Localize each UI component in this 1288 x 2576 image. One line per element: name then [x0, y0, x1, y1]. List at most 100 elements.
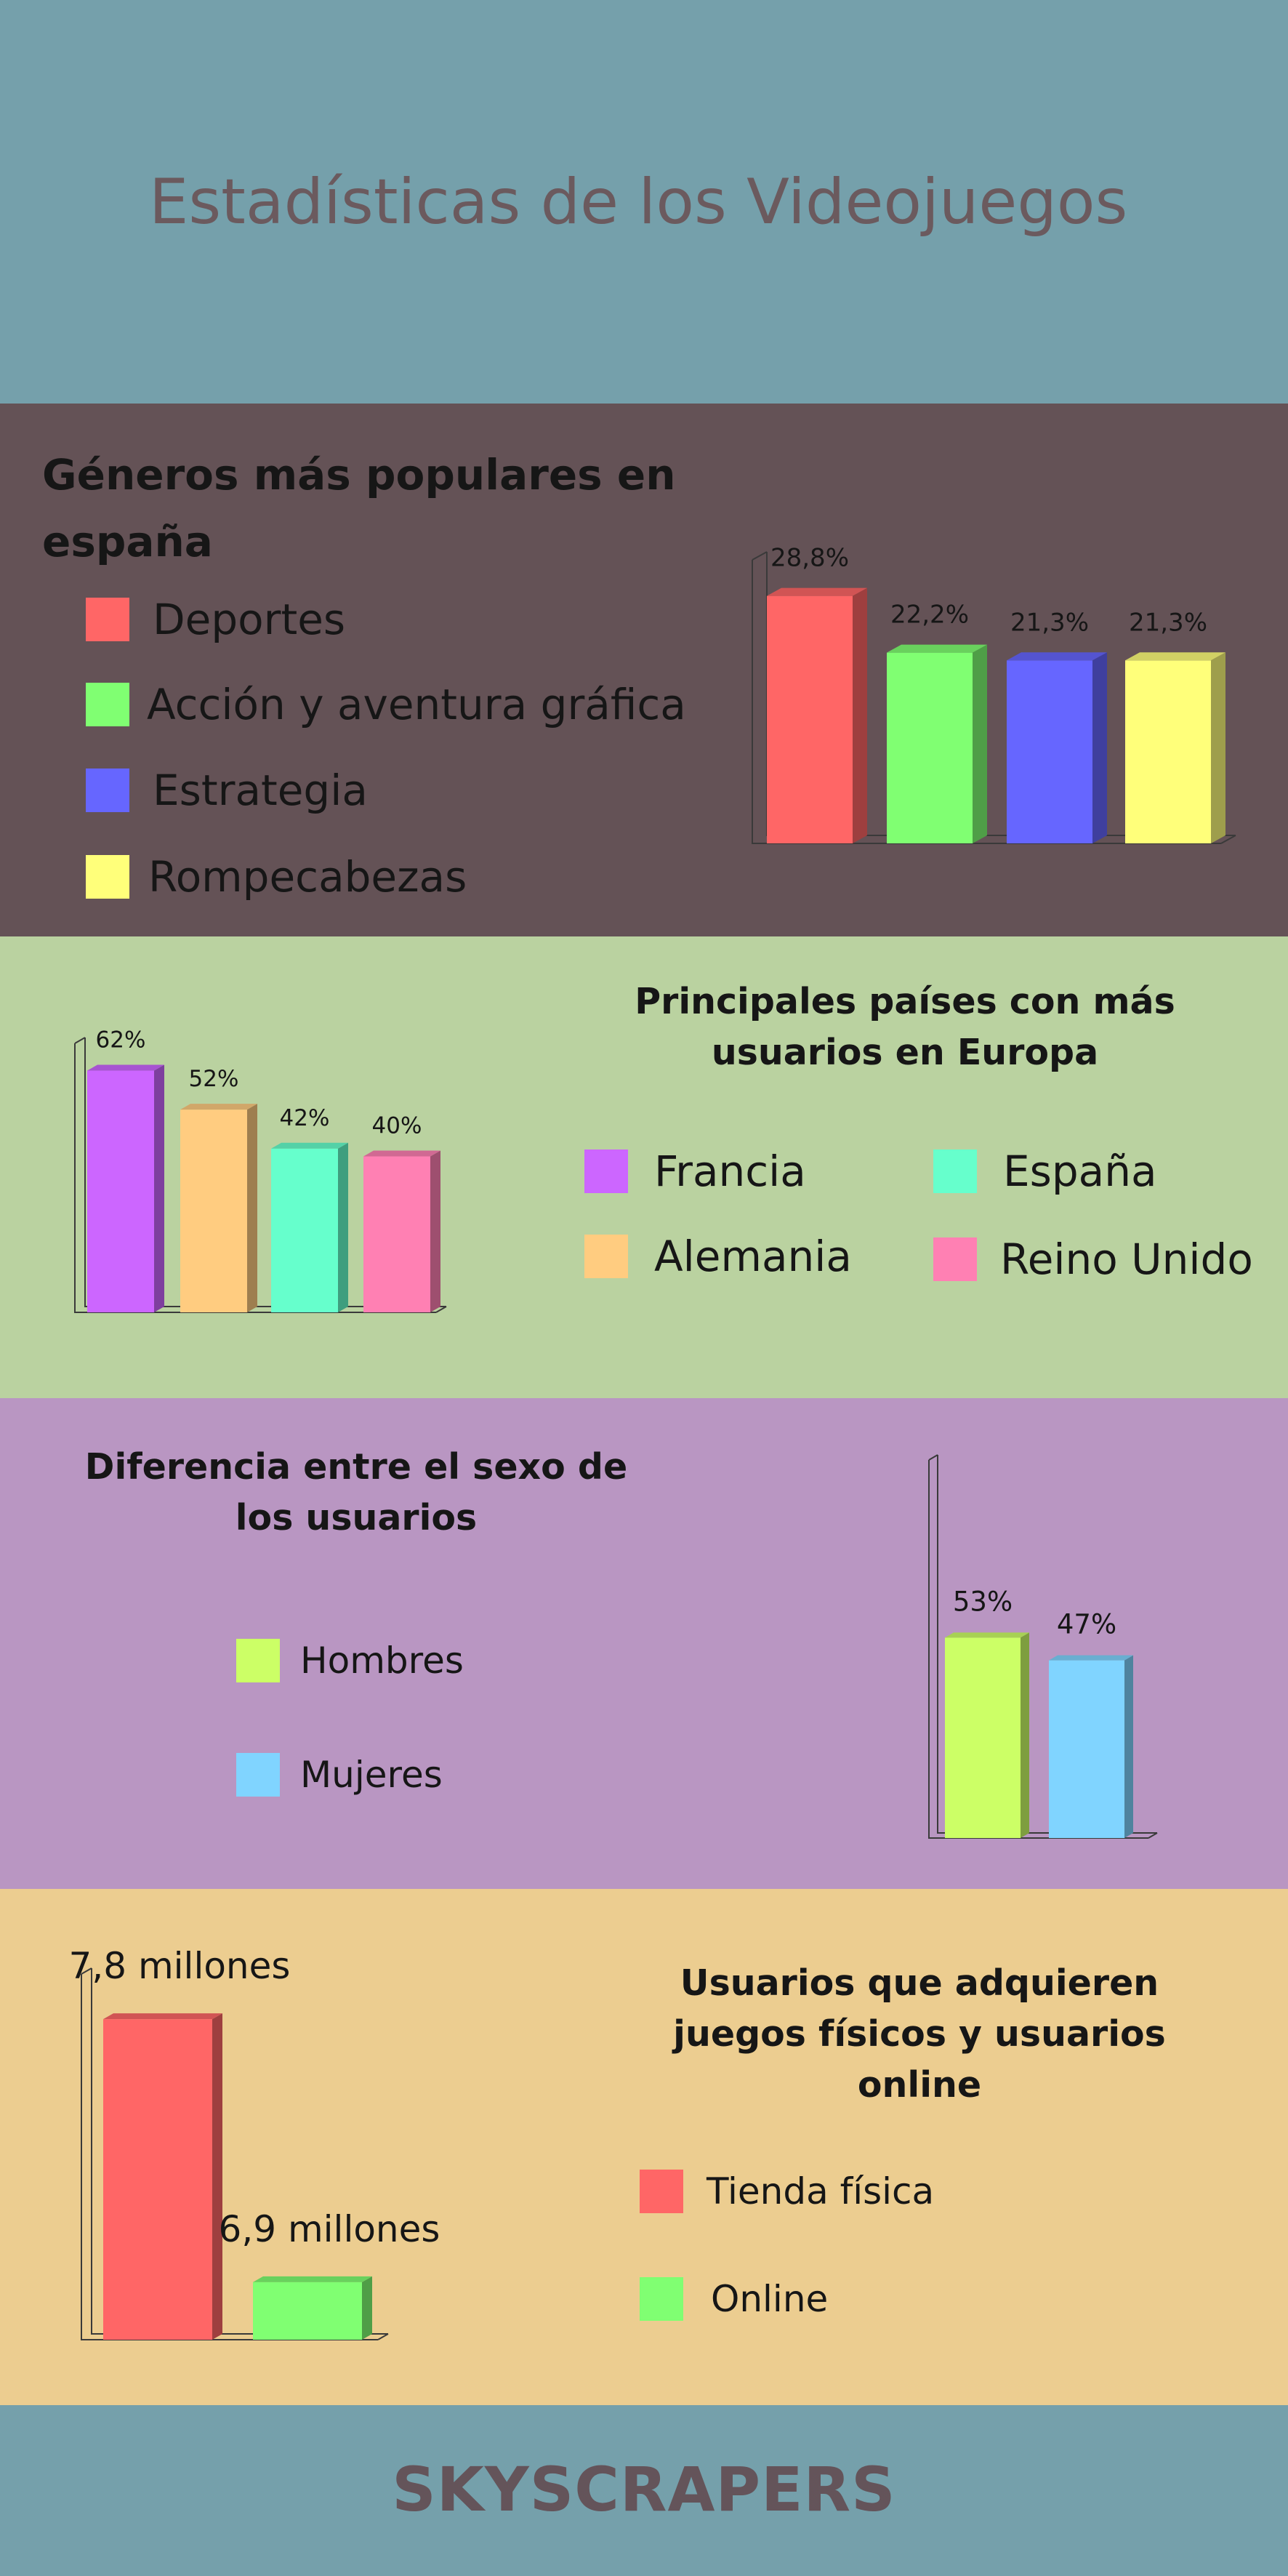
bar-top: [1049, 1655, 1133, 1661]
legend-swatch: [236, 1753, 280, 1797]
bar-top: [1007, 652, 1107, 661]
bar-top: [1125, 652, 1225, 661]
bar-front: [87, 1070, 154, 1312]
bar-value-label: 42%: [280, 1105, 330, 1131]
genres-section: Géneros más populares en españa Deportes…: [0, 404, 1288, 936]
legend-label: Alemania: [654, 1232, 852, 1281]
bar-side: [154, 1064, 164, 1312]
bar-top: [180, 1104, 257, 1110]
purchase-bar-chart: 7,8 millones 6,9 millones: [69, 1945, 440, 2340]
bar-front: [767, 595, 853, 843]
countries-bar-chart: 62% 52% 42% 40%: [74, 1027, 447, 1313]
legend-item-tienda-fisica: Tienda física: [640, 2169, 934, 2214]
bar-top: [253, 2276, 372, 2282]
legend-swatch: [584, 1149, 628, 1193]
legend-swatch: [86, 855, 129, 899]
gender-section: Diferencia entre el sexo de los usuarios…: [0, 1398, 1288, 1889]
bar-top: [767, 587, 867, 596]
page-title: Estadísticas de los Videojuegos: [149, 166, 1128, 238]
legend-item-hombres: Hombres: [236, 1638, 464, 1683]
bar-front: [887, 652, 973, 843]
legend-swatch: [86, 769, 129, 812]
purchase-heading: Usuarios que adquieren juegos físicos y …: [673, 1962, 1166, 2106]
title-band: Estadísticas de los Videojuegos: [0, 0, 1288, 404]
legend-item-deportes: Deportes: [86, 595, 345, 644]
bar-front: [1049, 1660, 1124, 1838]
legend-swatch: [640, 2277, 683, 2321]
legend-item-online: Online: [640, 2276, 828, 2322]
bar-top: [87, 1064, 164, 1071]
legend-item-estrategia: Estrategia: [86, 766, 368, 815]
bar-value-label: 53%: [953, 1586, 1013, 1617]
chart-axis: [928, 1454, 1158, 1839]
legend-item-reino-unido: Reino Unido: [933, 1235, 1253, 1284]
bar-top: [271, 1142, 348, 1149]
legend-label: Reino Unido: [1000, 1235, 1253, 1284]
legend-item-espana: España: [933, 1147, 1157, 1196]
legend-swatch: [640, 2170, 683, 2213]
bar-side: [1092, 652, 1107, 843]
bar-side: [1211, 652, 1225, 843]
bar-front: [1125, 660, 1211, 843]
legend-label: Hombres: [300, 1640, 464, 1682]
legend-label: España: [1003, 1147, 1157, 1196]
gender-heading: Diferencia entre el sexo de los usuarios: [84, 1446, 628, 1538]
genres-heading: Géneros más populares en españa: [42, 450, 676, 566]
bar-value-label: 47%: [1057, 1609, 1116, 1640]
chart-axis: [74, 1037, 447, 1313]
bar-front: [180, 1110, 247, 1312]
bar-value-label: 7,8 millones: [69, 1945, 291, 1987]
footer-brand: SKYSCRAPERS: [392, 2454, 896, 2525]
bar-side: [212, 2013, 222, 2340]
legend-swatch: [933, 1237, 977, 1281]
legend-swatch: [86, 683, 129, 726]
countries-heading: Principales países con más usuarios en E…: [635, 981, 1175, 1073]
chart-axis: [81, 1967, 389, 2340]
bar-top: [945, 1632, 1029, 1638]
bar-side: [362, 2276, 372, 2340]
legend-item-alemania: Alemania: [584, 1232, 852, 1281]
bar-side: [1021, 1632, 1029, 1838]
bar-side: [853, 587, 867, 843]
bar-front: [253, 2282, 362, 2340]
bar-value-label: 21,3%: [1010, 608, 1089, 637]
bar-front: [363, 1156, 430, 1312]
legend-label: Acción y aventura gráfica: [147, 680, 686, 729]
legend-label: Tienda física: [707, 2170, 935, 2212]
bar-value-label: 21,3%: [1129, 608, 1207, 637]
bar-top: [103, 2013, 222, 2020]
bar-value-label: 22,2%: [890, 601, 969, 630]
legend-label: Deportes: [153, 595, 346, 644]
legend-item-rompecabezas: Rompecabezas: [86, 852, 467, 902]
bar-front: [945, 1637, 1021, 1838]
purchase-section: Usuarios que adquieren juegos físicos y …: [0, 1889, 1288, 2405]
gender-bar-chart: 53% 47%: [928, 1454, 1158, 1839]
bar-side: [247, 1104, 257, 1312]
legend-item-accion-aventura: Acción y aventura gráfica: [86, 680, 686, 729]
bar-side: [973, 644, 987, 843]
bar-value-label: 52%: [189, 1066, 239, 1092]
legend-label: Rompecabezas: [148, 852, 467, 902]
bar-value-label: 62%: [96, 1027, 146, 1054]
bar-value-label: 40%: [372, 1113, 422, 1139]
bar-value-label: 28,8%: [770, 544, 849, 573]
legend-swatch: [236, 1639, 280, 1682]
legend-item-mujeres: Mujeres: [236, 1752, 443, 1797]
legend-label: Estrategia: [153, 766, 368, 815]
bar-side: [1124, 1655, 1133, 1838]
legend-label: Francia: [654, 1147, 806, 1196]
legend-item-francia: Francia: [584, 1147, 806, 1196]
bar-front: [103, 2019, 212, 2340]
genres-bar-chart: 28,8% 22,2% 21,3% 21,3%: [752, 544, 1236, 844]
footer-band: SKYSCRAPERS: [0, 2405, 1288, 2576]
legend-swatch: [933, 1149, 977, 1193]
legend-swatch: [86, 598, 129, 641]
bar-side: [430, 1150, 440, 1312]
bar-top: [887, 644, 987, 653]
bar-top: [363, 1150, 440, 1157]
legend-label: Mujeres: [300, 1754, 443, 1796]
bar-front: [1007, 660, 1092, 843]
bar-front: [271, 1148, 338, 1312]
countries-section: Principales países con más usuarios en E…: [0, 936, 1288, 1398]
